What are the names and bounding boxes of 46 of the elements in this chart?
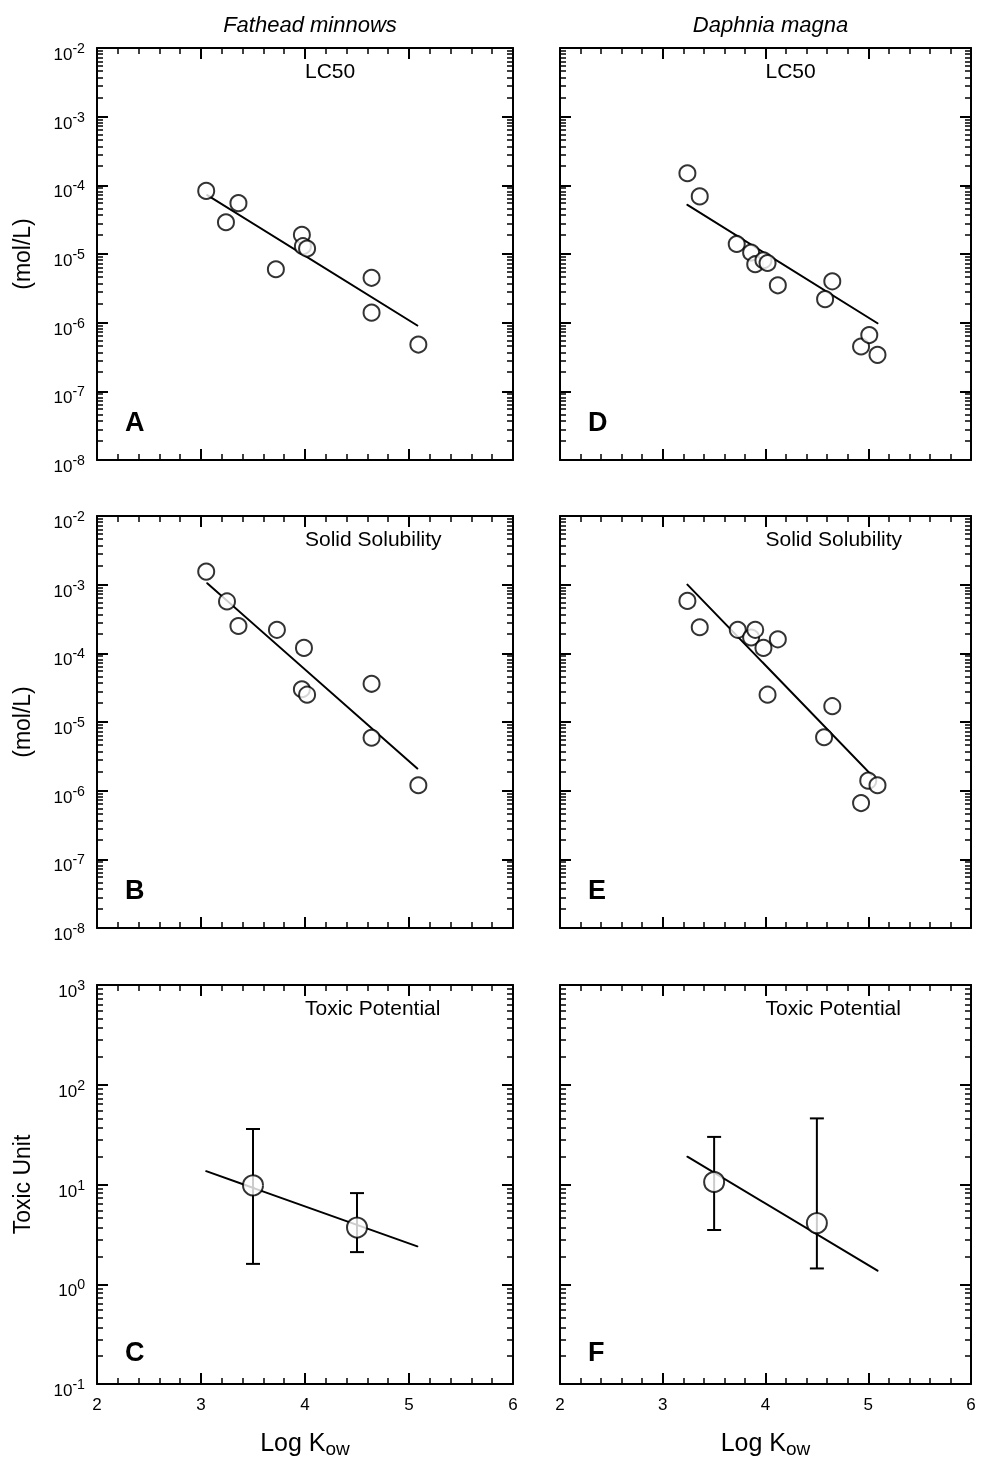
text: Solid Solubility: [305, 527, 443, 550]
x-tick-label: 5: [863, 1395, 873, 1414]
chart-title: Fathead minnows: [223, 11, 397, 37]
y-tick-label: 10$^{-3}$: [53, 575, 85, 602]
y-tick-label: 10$^{-3}$: [53, 107, 85, 134]
y-tick-label: 10$^{-4}$: [53, 644, 85, 670]
y-tick-label: 10$^{2}$: [58, 1075, 85, 1102]
y-tick-label: 10$^{-8}$: [53, 919, 85, 945]
text: LC50: [765, 59, 816, 82]
annotation: C: [125, 1336, 145, 1367]
y-axis-title: Toxic Unit: [8, 1134, 35, 1235]
x-tick-label: 2: [555, 1395, 565, 1414]
x-tick-label: 5: [404, 1395, 414, 1414]
y-tick-label: 10$^{-2}$: [53, 507, 85, 533]
text: Toxic Potential: [305, 996, 441, 1019]
y-tick-label: 10$^{-5}$: [53, 245, 85, 271]
y-tick-label: 10$^{-8}$: [53, 451, 85, 477]
y-tick-label: 10$^{-5}$: [53, 713, 85, 739]
x-tick-label: 2: [92, 1395, 102, 1414]
annotation: E: [588, 874, 607, 905]
text: LC50: [305, 59, 356, 82]
y-tick-label: 10$^{-1}$: [53, 1375, 85, 1401]
y-tick-label: 10$^{-4}$: [53, 176, 85, 202]
chart-title: Daphnia magna: [692, 11, 849, 37]
y-axis-title: (mol/L): [8, 218, 35, 290]
y-tick-label: 10$^{-2}$: [53, 39, 85, 65]
y-tick-label: 10$^{-6}$: [53, 781, 85, 808]
text: Toxic Potential: [765, 996, 901, 1019]
x-tick-label: 4: [300, 1395, 310, 1414]
y-tick-label: 10$^{1}$: [58, 1175, 85, 1202]
annotation: D: [588, 406, 608, 437]
y-axis-title: (mol/L): [8, 686, 35, 758]
y-tick-label: 10$^{-7}$: [53, 382, 85, 408]
y-tick-label: 10$^{-7}$: [53, 850, 85, 876]
x-tick-label: 3: [196, 1395, 206, 1414]
y-tick-label: 10$^{0}$: [58, 1275, 85, 1301]
annotation: A: [125, 406, 145, 437]
annotation: B: [125, 874, 145, 905]
text: Solid Solubility: [765, 527, 903, 550]
x-tick-label: 6: [508, 1395, 518, 1414]
x-tick-label: 6: [966, 1395, 976, 1414]
x-tick-label: 4: [760, 1395, 771, 1414]
y-tick-label: 10$^{-6}$: [53, 313, 85, 340]
y-tick-label: 10$^{3}$: [58, 976, 85, 1002]
x-tick-label: 3: [658, 1395, 668, 1414]
annotation: F: [588, 1336, 605, 1367]
